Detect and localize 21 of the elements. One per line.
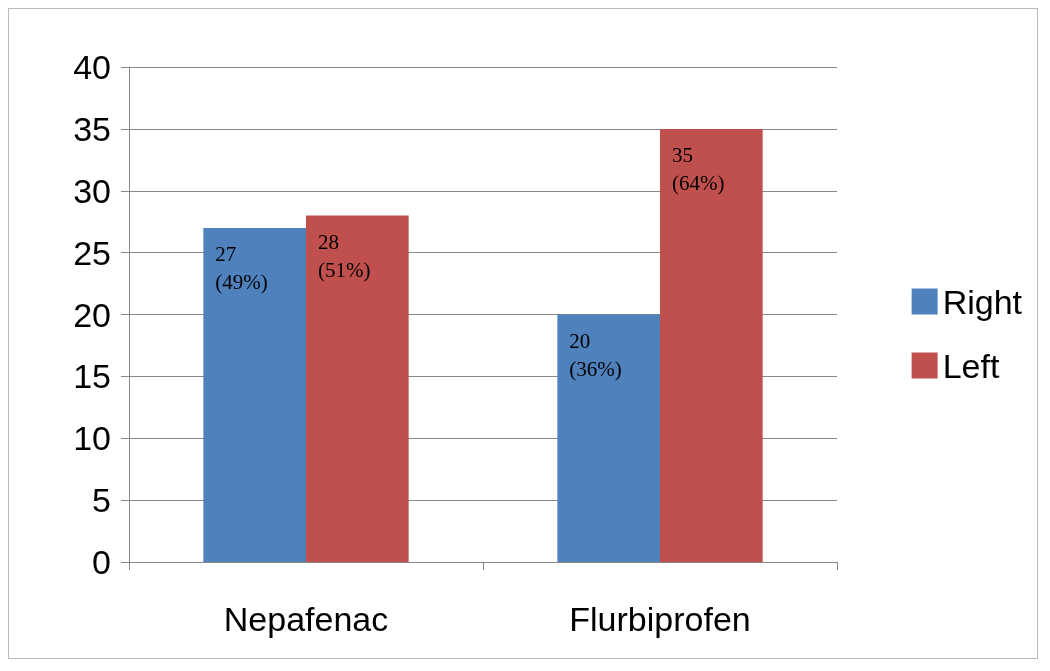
y-tick-label: 15 (73, 357, 111, 396)
data-label: 35 (64%) (672, 142, 725, 195)
y-tick-label: 0 (92, 543, 111, 581)
legend-label: Left (942, 346, 1000, 385)
y-tick-label: 20 (73, 295, 111, 334)
y-tick-label: 40 (73, 48, 111, 86)
data-label: 20 (36%) (569, 328, 622, 381)
x-tick-label: Flurbiprofen (569, 600, 751, 638)
y-tick-label: 30 (73, 171, 111, 210)
y-tick-label: 10 (73, 419, 111, 458)
data-label: 27 (49%) (215, 241, 268, 294)
y-tick-label: 35 (73, 109, 111, 148)
bar (557, 314, 660, 562)
x-tick-label: Nepafenac (223, 600, 389, 638)
bar (203, 227, 306, 562)
bar (660, 128, 763, 562)
y-tick-label: 5 (92, 481, 111, 520)
y-tick-label: 25 (73, 233, 111, 272)
legend-label: Right (942, 282, 1023, 321)
bar (306, 215, 409, 562)
data-label: 28 (51%) (318, 229, 371, 282)
